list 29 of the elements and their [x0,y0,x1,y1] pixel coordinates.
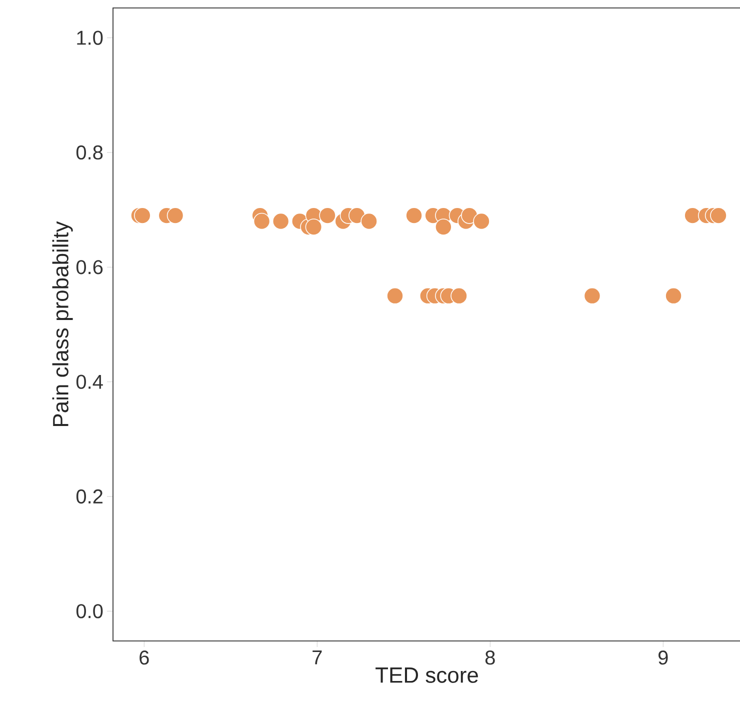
point [134,207,151,224]
point [253,212,270,230]
y-tick-label: 0.8 [76,145,103,160]
point [272,212,290,230]
y-tick-label: 0.0 [76,604,103,618]
x-axis-title: TED score [376,668,478,683]
point [473,212,490,230]
point [360,212,378,230]
y-tick-label: 1.0 [77,30,103,45]
y-tick-label: 0.4 [76,374,103,389]
point [684,207,701,224]
point [305,218,322,236]
point [406,207,422,224]
point [348,207,366,224]
point [710,207,727,224]
point [450,287,468,304]
point [386,287,404,304]
y-tick-label: 0.6 [76,260,103,274]
point [665,287,682,304]
y-tick-label: 0.2 [76,489,102,504]
x-tick-label: 7 [312,650,322,664]
x-tick-label: 9 [658,650,668,665]
point [435,218,452,236]
y-axis-title: Pain class probability [52,221,73,426]
point [319,207,336,224]
point [166,207,184,224]
x-tick-label: 6 [140,650,149,665]
point [584,287,601,304]
x-tick-label: 8 [485,650,495,665]
